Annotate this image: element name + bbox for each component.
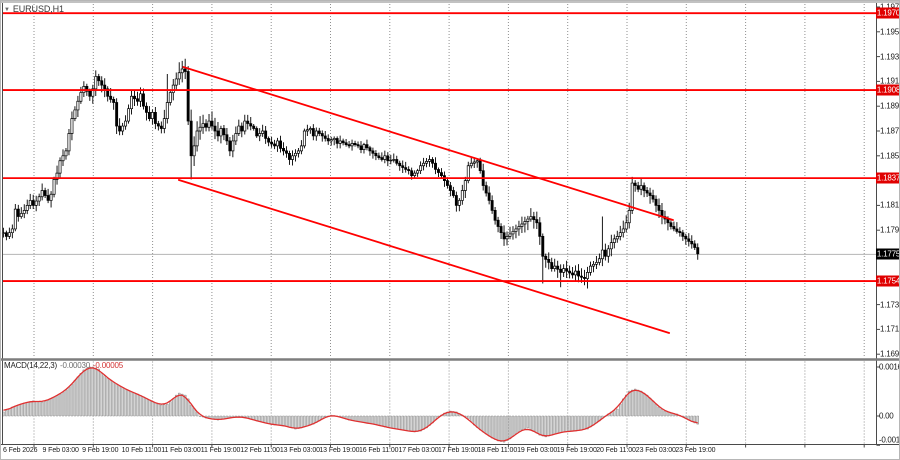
time-tick-label: 19 Feb 03:00 (517, 447, 558, 454)
macd-tick-label: -0.00101 (879, 435, 900, 445)
time-tick-label: 11 Feb 19:00 (200, 447, 241, 454)
time-tick-label: 10 Feb 11:00 (121, 447, 162, 454)
macd-main-value: -0.00030 (59, 361, 90, 370)
price-tick-label: 1.1895 (880, 101, 900, 111)
price-tick-label: 1.1915 (880, 76, 900, 86)
price-tick-label: 1.1795 (880, 225, 900, 235)
time-tick-label: 18 Feb 11:00 (477, 447, 518, 454)
level-price-label: 1.1837 (876, 172, 900, 184)
macd-signal-value: -0.00005 (92, 361, 123, 370)
level-price-label: 1.1970 (876, 7, 900, 19)
price-tick-label: 1.1975 (880, 3, 899, 12)
time-tick-label: 9 Feb 19:00 (82, 447, 119, 454)
price-tick-label: 1.1875 (880, 126, 900, 136)
symbol-period-text: EURUSD,H1 (12, 4, 64, 14)
price-tick-label: 1.1695 (880, 349, 900, 359)
level-price-label: 1.1754 (876, 275, 900, 287)
time-tick-label: 16 Feb 11:00 (358, 447, 399, 454)
price-tick-label: 1.1735 (880, 300, 900, 310)
price-tick-label: 1.1935 (880, 52, 900, 62)
time-tick-label: 12 Feb 11:00 (240, 447, 280, 454)
level-price-label: 1.1908 (876, 84, 900, 96)
macd-tick-label: 0.00 (879, 411, 894, 421)
time-tick-label: 13 Feb 03:00 (279, 447, 320, 454)
price-tick-label: 1.1855 (880, 151, 900, 161)
macd-indicator-label: MACD(14,22,3) -0.00030 -0.00005 (4, 361, 123, 370)
macd-name: MACD(14,22,3) (4, 361, 57, 370)
price-tick-label: 1.1715 (880, 324, 900, 334)
current-price-label: 1.1775 (876, 248, 900, 260)
chevron-down-icon[interactable]: ▼ (4, 7, 10, 13)
time-tick-label: 23 Feb 19:00 (675, 447, 716, 454)
time-tick-label: 17 Feb 03:00 (398, 447, 439, 454)
price-tick-label: 1.1815 (880, 200, 900, 210)
time-tick-label: 17 Feb 19:00 (438, 447, 479, 454)
time-tick-label: 11 Feb 03:00 (161, 447, 201, 454)
time-tick-label: 6 Feb 2026 (3, 447, 38, 454)
symbol-period-label: ▼ EURUSD,H1 (4, 4, 64, 14)
time-tick-label: 23 Feb 03:00 (635, 447, 676, 454)
time-tick-label: 9 Feb 03:00 (42, 447, 79, 454)
time-tick-label: 20 Feb 11:00 (596, 447, 636, 454)
time-tick-label: 13 Feb 19:00 (319, 447, 360, 454)
time-tick-label: 19 Feb 19:00 (556, 447, 597, 454)
macd-tick-label: 0.00169 (879, 362, 899, 372)
price-tick-label: 1.1955 (880, 27, 900, 37)
